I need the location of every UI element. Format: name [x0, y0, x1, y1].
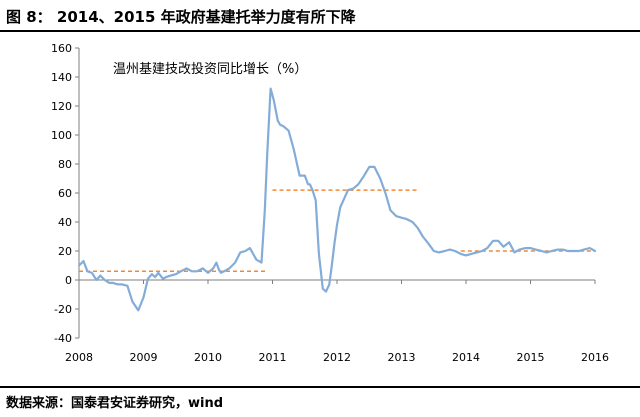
y-tick-label: 120: [51, 100, 72, 113]
y-tick-label: 0: [65, 274, 72, 287]
title-rule: [0, 30, 640, 32]
y-tick-label: 140: [51, 71, 72, 84]
y-tick-label: 80: [58, 158, 72, 171]
source-note: 数据来源：国泰君安证券研究，wind: [6, 396, 224, 411]
x-tick-label: 2009: [130, 351, 158, 364]
y-tick-label: 160: [51, 42, 72, 55]
x-tick-label: 2012: [323, 351, 351, 364]
y-tick-label: 60: [58, 187, 72, 200]
x-tick-label: 2014: [452, 351, 480, 364]
series-layer: [77, 87, 597, 312]
source-rule: [0, 386, 640, 388]
y-tick-label: 20: [58, 245, 72, 258]
x-tick-label: 2016: [581, 351, 609, 364]
y-tick-label: -20: [54, 303, 72, 316]
series-line: [77, 87, 597, 312]
y-tick-label: -40: [54, 332, 72, 345]
chart-axes: -40 -20 0 20 40 60 80 100 120 140 160 2008 2009 2010 2…: [51, 42, 609, 364]
series-label: 温州基建技改投资同比增长（%）: [113, 61, 307, 77]
x-tick-label: 2015: [517, 351, 545, 364]
x-tick-label: 2013: [388, 351, 416, 364]
y-tick-label: 40: [58, 216, 72, 229]
y-tick-label: 100: [51, 129, 72, 142]
x-tick-label: 2010: [194, 351, 222, 364]
x-tick-label: 2011: [259, 351, 287, 364]
figure-title: 图 8： 2014、2015 年政府基建托举力度有所下降: [6, 8, 356, 26]
x-tick-label: 2008: [65, 351, 93, 364]
